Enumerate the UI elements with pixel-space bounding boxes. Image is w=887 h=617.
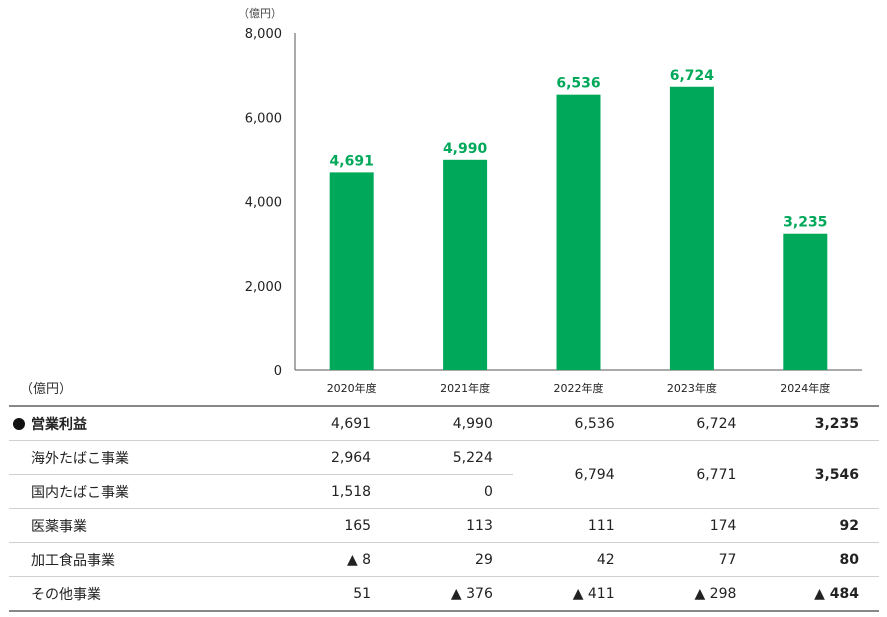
row-label: 医薬事業 [31,518,87,535]
table-row-other: その他事業 51 ▲ 376 ▲ 411 ▲ 298 ▲ 484 [9,577,879,611]
bar-chart: （億円） 0 2,000 4,000 6,000 8,000 4,691 4,990 6,5… [238,7,862,395]
table-cell: 174 [709,517,737,534]
table-cell: 165 [344,517,372,534]
table-cell: 113 [466,517,493,534]
bar-value-label: 6,536 [556,76,600,92]
table-row-pharma: 医薬事業 165 113 111 174 92 [9,509,879,543]
table-cell: 4,990 [452,415,493,432]
table-cell: 3,235 [814,415,859,432]
table-cell: 1,518 [330,483,372,500]
x-axis-labels: 2020年度 2021年度 2022年度 2023年度 2024年度 [327,381,831,395]
table-cell: 4,691 [330,415,372,432]
table-cell: 6,724 [696,415,737,432]
x-tick-label: 2020年度 [327,381,377,395]
bar-value-label: 6,724 [670,68,715,84]
table-unit-label: （億円） [20,382,73,397]
bars-group: 4,691 4,990 6,536 6,724 3,235 [329,68,828,371]
table-cell: ▲ 376 [450,585,493,602]
y-tick-label: 4,000 [245,196,282,211]
bullet-icon [13,417,25,430]
table-cell: ▲ 411 [572,585,615,602]
table-cell: 77 [718,551,737,568]
y-tick-label: 6,000 [245,111,282,126]
bar [669,86,714,371]
table-cell: 111 [587,517,615,534]
bar [556,94,601,371]
table-cell: 29 [475,551,493,568]
table-row-processed-food: 加工食品事業 ▲ 8 29 42 77 80 [9,543,879,577]
table-cell: 42 [596,551,615,568]
bar-value-label: 3,235 [783,215,827,231]
table-cell: 0 [483,483,493,500]
table-cell: 5,224 [391,440,513,475]
table-cell: 2,964 [269,440,392,475]
bar [783,233,828,370]
row-label: 国内たばこ事業 [31,484,129,501]
table-cell: 6,536 [574,415,615,432]
table-cell-merged: 6,771 [696,466,737,483]
table-cell: ▲ 298 [694,585,737,602]
table-cell: 51 [353,585,372,602]
bar [329,172,374,370]
y-tick-label: 2,000 [245,280,282,295]
table-cell-merged: 6,794 [574,466,615,483]
table-cell: 92 [839,517,859,534]
row-label-text: 営業利益 [31,416,87,433]
bar-value-label: 4,691 [330,153,374,169]
row-label: 加工食品事業 [31,552,115,569]
table-cell: 80 [839,551,859,568]
table-row-operating-profit: 営業利益 4,691 4,990 6,536 6,724 3,235 [9,406,879,441]
row-label: その他事業 [31,586,101,603]
bar-value-label: 4,990 [443,141,488,157]
table-cell: ▲ 484 [814,585,859,602]
y-tick-label: 8,000 [245,27,282,42]
bar [443,159,488,370]
y-axis: 0 2,000 4,000 6,000 8,000 [245,27,862,379]
x-tick-label: 2021年度 [440,381,490,395]
table-cell-merged: 3,546 [814,466,859,483]
table-row-domestic-tobacco: 国内たばこ事業 1,518 0 [9,475,879,509]
segment-profit-table: 営業利益 4,691 4,990 6,536 6,724 3,235 海外たばこ… [9,405,879,612]
x-tick-label: 2024年度 [780,381,830,395]
row-label: 営業利益 [9,406,269,441]
chart-unit-label: （億円） [238,7,282,20]
y-tick-label: 0 [274,364,282,379]
x-tick-label: 2022年度 [554,381,604,395]
x-tick-label: 2023年度 [667,381,717,395]
row-label: 海外たばこ事業 [9,440,270,475]
table-row-overseas-tobacco: 海外たばこ事業 2,964 5,224 6,794 6,771 3,546 [9,440,879,483]
table-cell: ▲ 8 [346,551,372,568]
